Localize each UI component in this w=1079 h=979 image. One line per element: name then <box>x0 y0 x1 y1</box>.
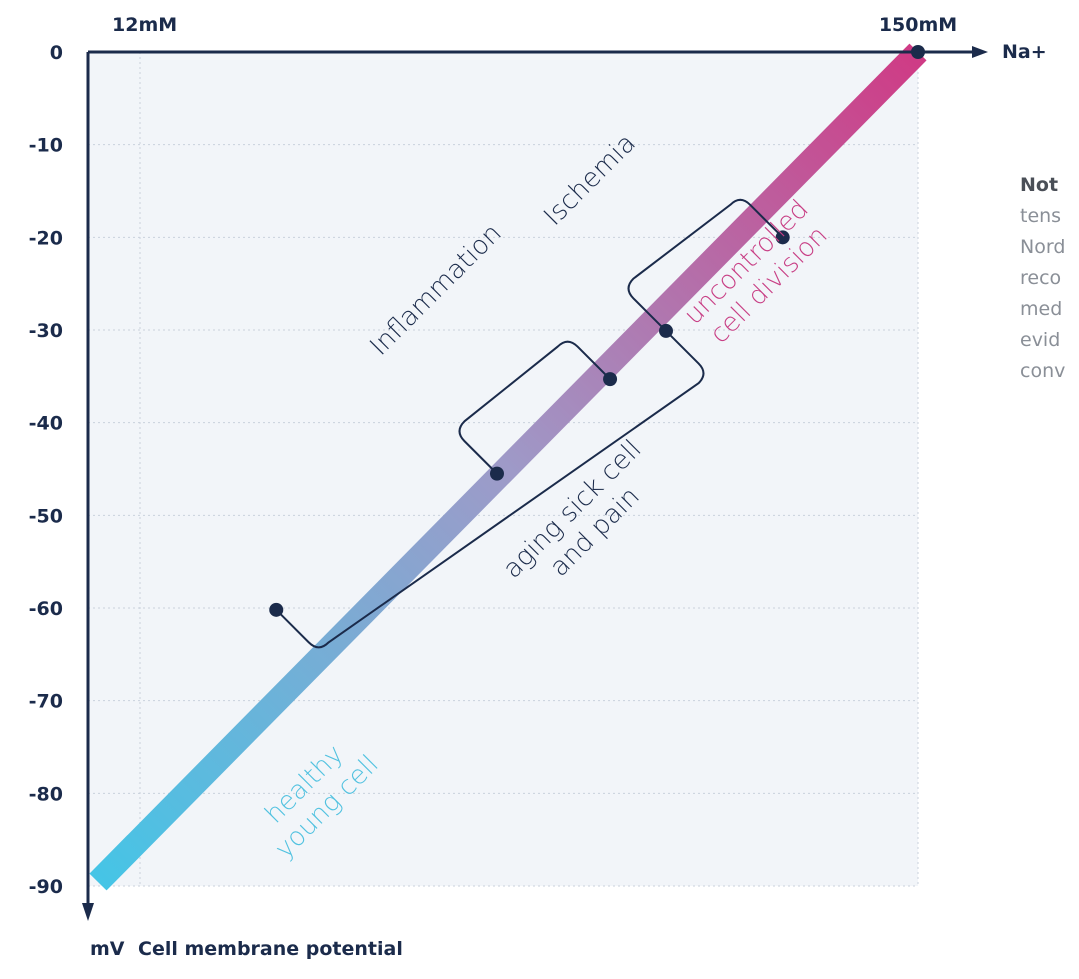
axes <box>82 46 988 921</box>
data-point <box>775 230 790 245</box>
data-point <box>658 323 673 338</box>
series-band <box>89 43 927 891</box>
note-line: tens <box>1020 205 1062 227</box>
y-tick-label: -20 <box>29 227 63 249</box>
y-tick-labels: 0 -10 -20 -30 -40 -50 -60 -70 -80 -90 <box>29 42 63 898</box>
note-line: evid <box>1020 329 1061 351</box>
x-start-label: 12mM <box>112 14 177 36</box>
note-line: med <box>1020 298 1063 320</box>
y-tick-label: -30 <box>29 320 63 342</box>
note-line: Nord <box>1020 236 1066 258</box>
data-point <box>603 372 618 387</box>
y-axis-arrow <box>82 903 94 921</box>
y-unit-label: mV <box>90 938 125 960</box>
range-bracket <box>458 340 611 475</box>
x-axis-label: Na+ <box>1002 41 1047 63</box>
y-tick-label: 0 <box>50 42 63 64</box>
range-bracket <box>275 330 705 649</box>
data-band <box>89 43 927 891</box>
y-tick-label: -70 <box>29 691 63 713</box>
data-point <box>269 602 284 617</box>
range-brackets <box>275 198 784 649</box>
x-end-label: 150mM <box>879 14 957 36</box>
y-tick-label: -80 <box>29 783 63 805</box>
y-tick-label: -90 <box>29 876 63 898</box>
side-note: Not tens Nord reco med evid conv <box>1020 170 1079 387</box>
note-heading: Not <box>1020 174 1059 196</box>
y-tick-label: -40 <box>29 413 63 435</box>
x-axis-arrow <box>972 46 988 58</box>
y-axis-title: Cell membrane potential <box>138 938 403 960</box>
note-line: conv <box>1020 360 1066 382</box>
note-line: reco <box>1020 267 1062 289</box>
y-tick-label: -50 <box>29 505 63 527</box>
y-tick-label: -60 <box>29 598 63 620</box>
data-point <box>489 466 504 481</box>
range-bracket <box>627 198 784 332</box>
y-tick-label: -10 <box>29 135 63 157</box>
